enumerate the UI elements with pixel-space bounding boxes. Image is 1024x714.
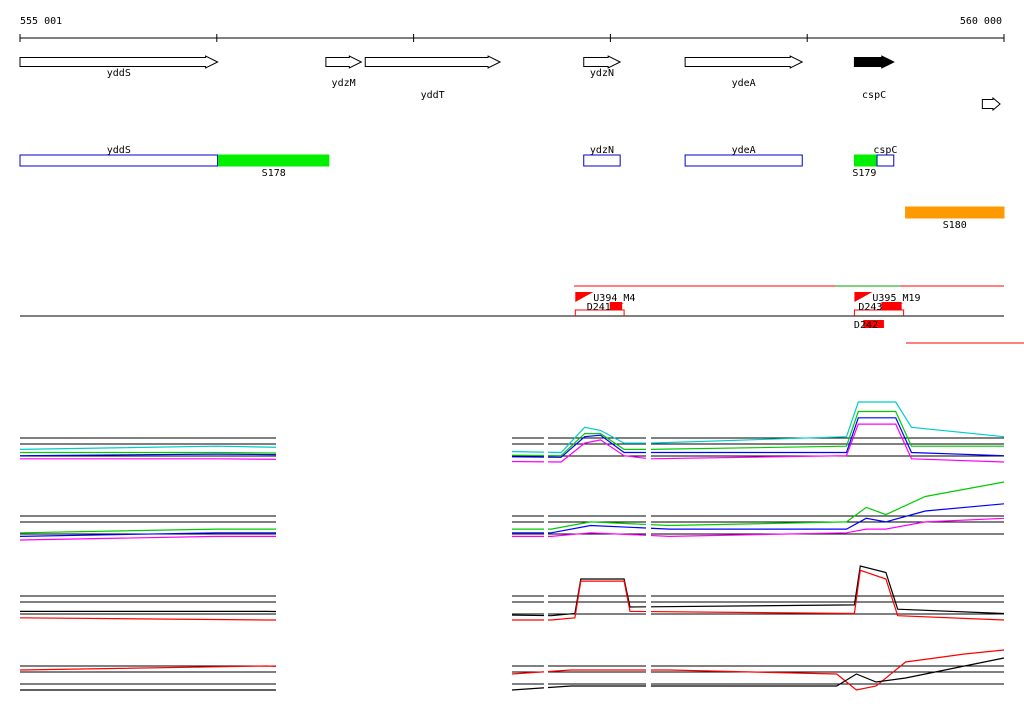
segment-bar[interactable]	[218, 154, 330, 167]
ruler-ticks	[19, 34, 1005, 42]
expr-gap	[544, 644, 548, 696]
gene-arrow[interactable]	[325, 55, 363, 69]
ruler-start-label: 555 001	[20, 16, 62, 27]
tu-track: U394_M4 U395_M19 D241 D243 D242	[20, 285, 1024, 344]
gene-arrow[interactable]	[684, 55, 804, 69]
tu-bracket[interactable]	[574, 309, 625, 316]
gene-label: ydeA	[732, 78, 756, 89]
segment-label: S179	[852, 168, 876, 179]
transcript-bar[interactable]	[19, 154, 219, 167]
segment-label: S180	[943, 220, 967, 231]
tu-bracket[interactable]	[853, 309, 905, 316]
transcript-label: ydeA	[732, 145, 756, 156]
tu-label: U394_M4	[593, 293, 635, 304]
gene-arrow[interactable]	[19, 55, 219, 69]
transcript-label: yddS	[107, 145, 131, 156]
expr-gap	[544, 560, 548, 626]
expr-gap	[276, 560, 512, 626]
gene-label: yddT	[421, 90, 445, 101]
promoter-label: D242	[854, 320, 878, 331]
expr-gap	[276, 644, 512, 696]
promoter-bar[interactable]	[881, 302, 902, 310]
promoter-label: D241	[587, 302, 611, 313]
tu-label: U395_M19	[872, 293, 920, 304]
promoter-bar[interactable]	[609, 302, 623, 310]
gene-arrow[interactable]	[853, 55, 895, 69]
gene-label: ydzM	[332, 78, 356, 89]
gene-arrow[interactable]	[583, 55, 622, 69]
ruler: 555 001 560 000	[19, 16, 1005, 42]
transcript-bar[interactable]	[684, 154, 803, 167]
expr-gap	[646, 644, 651, 696]
gene-arrow[interactable]	[981, 96, 1001, 112]
gene-label: ydzN	[590, 68, 614, 79]
tu-features: U394_M4 U395_M19 D241 D243 D242	[574, 292, 921, 331]
expr-gap	[276, 476, 512, 546]
promoter-bar[interactable]	[863, 320, 884, 328]
transcript-bar[interactable]	[876, 154, 895, 167]
expr-gap	[544, 476, 548, 546]
expr-gap	[646, 396, 651, 468]
segment-bar[interactable]	[853, 154, 878, 167]
gene-label: yddS	[107, 68, 131, 79]
ruler-end-label: 560 000	[960, 16, 1002, 27]
expr-gap	[276, 396, 512, 468]
segment-bar[interactable]	[905, 206, 1005, 219]
segment-label: S178	[262, 168, 286, 179]
tu-flag	[854, 292, 873, 302]
expr-gap	[646, 476, 651, 546]
gene-label: cspC	[862, 90, 886, 101]
gene-track: yddS ydzM yddT ydzN ydeA cspC	[19, 55, 1001, 112]
promoter-label: D243	[858, 302, 882, 313]
expr-gap	[544, 396, 548, 468]
transcript-bar[interactable]	[583, 154, 621, 167]
transcript-track: yddS S178 ydzN ydeA S179 cspC S180	[19, 145, 1005, 231]
transcript-label: cspC	[873, 145, 897, 156]
transcript-label: ydzN	[590, 145, 614, 156]
gene-arrow[interactable]	[364, 55, 502, 69]
tu-flag	[575, 292, 594, 302]
expr-gap	[646, 560, 651, 626]
expression-panels	[19, 396, 1005, 696]
